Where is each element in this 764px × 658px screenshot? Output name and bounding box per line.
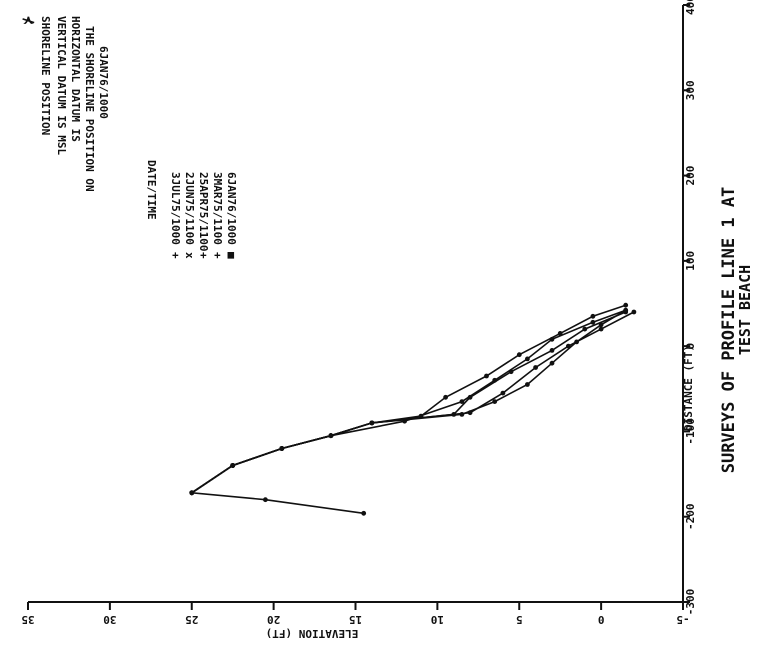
- data-point: [484, 373, 489, 379]
- x-tick-label: 100: [684, 251, 697, 271]
- data-point: [500, 390, 506, 396]
- legend-entry-1: 3JUL75/1000: [169, 172, 182, 245]
- data-point: [459, 412, 465, 417]
- x-tick-label: 300: [684, 80, 697, 100]
- y-tick-label: 25: [185, 613, 198, 626]
- x-tick-label: -300: [684, 589, 697, 616]
- data-point: [549, 348, 555, 353]
- legend: DATE/TIME + x + + ■ 3JUL75/1000 2JUN75/1…: [145, 160, 238, 259]
- data-point: [459, 399, 465, 404]
- legend-symbol-3: +: [197, 252, 210, 259]
- data-point: [549, 360, 555, 366]
- legend-symbol-1: +: [169, 252, 182, 259]
- x-tick-label: -200: [684, 503, 697, 530]
- note-line-5: 6JAN76/1000: [97, 46, 110, 119]
- legend-entry-4: 3MAR75/1100: [211, 172, 224, 245]
- y-tick-label: 30: [103, 613, 116, 626]
- series-2: [189, 309, 629, 496]
- data-point: [590, 313, 596, 319]
- data-point: [525, 382, 530, 387]
- legend-symbol-5: ■: [225, 252, 238, 259]
- series-1: [189, 302, 629, 496]
- series-line: [191, 311, 635, 494]
- data-point: [328, 433, 334, 439]
- data-point: [582, 326, 588, 332]
- legend-symbol-2: x: [183, 252, 196, 259]
- y-tick-label: -5: [676, 613, 689, 626]
- legend-entry-5: 6JAN76/1000: [225, 172, 238, 245]
- data-point: [623, 307, 629, 313]
- series-line: [191, 311, 627, 494]
- data-point: [598, 322, 604, 328]
- x-axis-label: DISTANCE (FT): [682, 345, 695, 431]
- data-point: [492, 377, 498, 383]
- data-point: [516, 352, 522, 358]
- shoreline-symbol: ⊀: [20, 16, 36, 24]
- series-line: [189, 309, 627, 515]
- y-tick-label: 5: [516, 613, 523, 626]
- data-point: [549, 336, 555, 342]
- y-axis-label: ELEVATION (FT): [266, 627, 359, 640]
- x-tick-label: 400: [684, 0, 697, 15]
- legend-title: DATE/TIME: [145, 160, 158, 220]
- data-point: [189, 490, 195, 496]
- x-tick-label: 200: [684, 166, 697, 186]
- y-tick-label: 10: [431, 613, 444, 626]
- note-line-1: SHORELINE POSITION: [39, 16, 52, 135]
- data-point: [369, 420, 375, 426]
- chart-axes: -300 -200 -100 0 100 200 300 400 35 30 25 20 15 10 5 0 -…: [21, 0, 697, 626]
- series-5: [189, 307, 629, 516]
- legend-entry-2: 2JUN75/1100: [183, 172, 196, 245]
- y-tick-label: 15: [349, 613, 362, 626]
- data-point: [590, 319, 596, 325]
- y-tick-label: 35: [21, 613, 34, 626]
- data-point: [533, 365, 538, 370]
- data-point: [574, 339, 579, 345]
- legend-symbol-4: +: [211, 252, 224, 259]
- note-line-2: VERTICAL DATUM IS MSL: [55, 16, 68, 155]
- series-3: [189, 307, 629, 496]
- chart-title: SURVEYS OF PROFILE LINE 1 AT: [719, 187, 739, 474]
- series-line: [191, 309, 626, 494]
- data-point: [263, 497, 268, 503]
- x-tick-label: -100: [684, 418, 697, 445]
- note-line-4: THE SHORELINE POSITION ON: [83, 26, 96, 192]
- note-line-3: HORIZONTAL DATUM IS: [69, 16, 82, 142]
- y-tick-label: 20: [267, 613, 280, 626]
- y-tick-label: 0: [598, 613, 605, 626]
- data-point: [361, 510, 367, 516]
- series-4: [189, 309, 637, 496]
- data-point: [631, 309, 637, 315]
- data-point: [598, 326, 604, 332]
- data-point: [492, 399, 498, 404]
- x-tick-label: 0: [684, 343, 697, 350]
- data-point: [230, 463, 236, 468]
- chart-subtitle: TEST BEACH: [736, 265, 754, 355]
- legend-entry-3: 25APR75/1100: [197, 172, 210, 251]
- shoreline-notes: ⊀ SHORELINE POSITION VERTICAL DATUM IS M…: [20, 16, 110, 192]
- data-point: [443, 394, 448, 400]
- data-point: [525, 356, 530, 362]
- chart-series: [189, 302, 637, 516]
- data-point: [279, 446, 285, 451]
- data-point: [623, 302, 629, 308]
